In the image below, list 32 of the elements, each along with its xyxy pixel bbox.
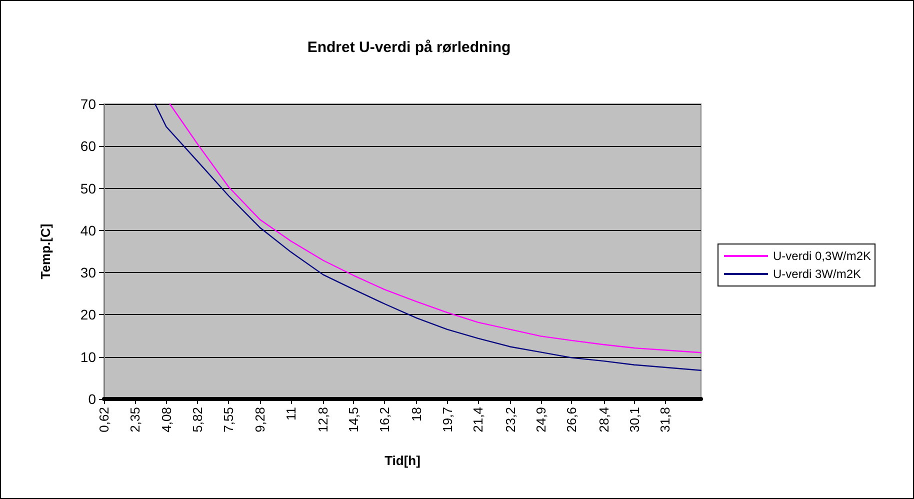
x-tick-label: 21,4 [470, 407, 486, 432]
x-tick-label: 16,2 [376, 407, 392, 432]
x-tick-label: 14,5 [346, 407, 362, 432]
x-tick-label: 23,2 [502, 407, 518, 432]
x-tick-label: 31,8 [658, 407, 673, 432]
y-tick-label: 30 [80, 264, 96, 281]
y-tick-label: 60 [80, 138, 96, 154]
y-tick-label: 70 [80, 96, 96, 112]
chart-title: Endret U-verdi på rørledning [307, 39, 511, 56]
x-tick-label: 11 [283, 407, 298, 420]
x-tick-label: 28,4 [596, 407, 612, 432]
x-tick-label: 18 [409, 407, 424, 422]
x-tick-label: 9,28 [252, 407, 268, 432]
y-tick-label: 0 [88, 391, 96, 407]
y-axis-title: Temp.[C] [38, 224, 53, 280]
x-tick-label: 0,62 [96, 407, 112, 432]
x-tick-label: 19,7 [440, 407, 455, 432]
x-tick-label: 2,35 [128, 407, 143, 432]
y-tick-label: 40 [80, 222, 96, 238]
x-tick-label: 4,08 [158, 407, 174, 432]
x-tick-label: 5,82 [190, 407, 206, 432]
x-tick-label: 12,8 [316, 407, 331, 432]
x-tick-label: 24,9 [533, 407, 548, 432]
y-tick-label: 10 [80, 348, 96, 365]
x-tick-label: 7,55 [221, 407, 236, 432]
legend-label: U-verdi 0,3W/m2K [773, 249, 872, 263]
y-tick-label: 50 [80, 180, 96, 196]
x-axis-title: Tid[h] [384, 453, 420, 468]
x-tick-label: 30,1 [626, 407, 642, 432]
legend-label: U-verdi 3W/m2K [773, 267, 862, 281]
x-tick-label: 26,6 [564, 407, 579, 432]
y-tick-label: 20 [80, 306, 96, 323]
